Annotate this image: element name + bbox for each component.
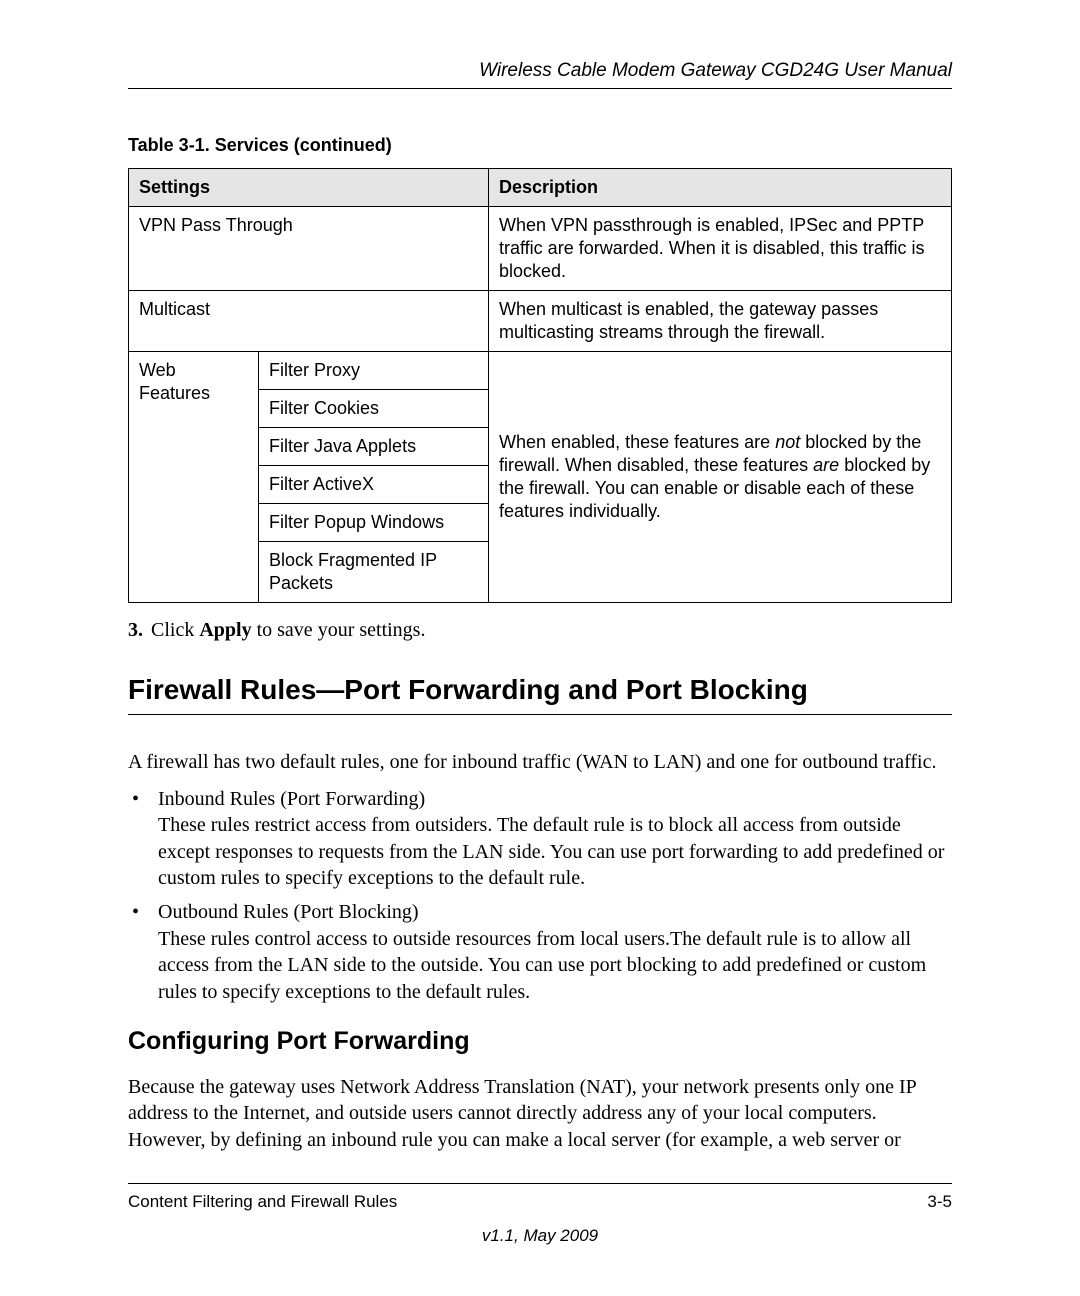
- table-row: Web Features Filter Proxy When enabled, …: [129, 352, 952, 390]
- cell-setting: Multicast: [129, 291, 489, 352]
- body-paragraph: Because the gateway uses Network Address…: [128, 1074, 952, 1153]
- step-3: 3. Click Apply to save your settings.: [128, 617, 952, 644]
- table-caption: Table 3-1. Services (continued): [128, 135, 952, 156]
- cell-sub-setting: Block Fragmented IP Packets: [259, 542, 489, 603]
- desc-text: When enabled, these features are: [499, 432, 775, 452]
- services-table: Settings Description VPN Pass Through Wh…: [128, 168, 952, 603]
- bullet-body: These rules control access to outside re…: [158, 928, 926, 1003]
- step-bold: Apply: [199, 619, 251, 641]
- header-rule: [128, 88, 952, 89]
- page-footer: Content Filtering and Firewall Rules 3-5…: [128, 1183, 952, 1246]
- footer-rule: [128, 1183, 952, 1184]
- table-row: Multicast When multicast is enabled, the…: [129, 291, 952, 352]
- desc-italic-are: are: [813, 455, 839, 475]
- section-rule: [128, 714, 952, 715]
- th-settings: Settings: [129, 169, 489, 207]
- cell-setting: VPN Pass Through: [129, 207, 489, 291]
- footer-section-title: Content Filtering and Firewall Rules: [128, 1192, 397, 1212]
- list-item: Inbound Rules (Port Forwarding) These ru…: [128, 786, 952, 892]
- section-heading: Firewall Rules—Port Forwarding and Port …: [128, 674, 952, 706]
- table-row: VPN Pass Through When VPN passthrough is…: [129, 207, 952, 291]
- footer-row: Content Filtering and Firewall Rules 3-5: [128, 1192, 952, 1212]
- th-description: Description: [489, 169, 952, 207]
- desc-italic-not: not: [775, 432, 800, 452]
- list-item: Outbound Rules (Port Blocking) These rul…: [128, 899, 952, 1005]
- content-area: Table 3-1. Services (continued) Settings…: [98, 135, 982, 1153]
- bullet-title: Outbound Rules (Port Blocking): [158, 901, 419, 923]
- step-number: 3.: [128, 619, 143, 641]
- bullet-body: These rules restrict access from outside…: [158, 814, 944, 889]
- cell-description: When VPN passthrough is enabled, IPSec a…: [489, 207, 952, 291]
- running-header: Wireless Cable Modem Gateway CGD24G User…: [98, 60, 982, 82]
- footer-version: v1.1, May 2009: [128, 1226, 952, 1246]
- step-text-post: to save your settings.: [252, 619, 426, 641]
- page: Wireless Cable Modem Gateway CGD24G User…: [0, 0, 1080, 1296]
- cell-sub-setting: Filter Cookies: [259, 390, 489, 428]
- intro-paragraph: A firewall has two default rules, one fo…: [128, 749, 952, 775]
- cell-description: When multicast is enabled, the gateway p…: [489, 291, 952, 352]
- bullet-list: Inbound Rules (Port Forwarding) These ru…: [128, 786, 952, 1005]
- cell-sub-setting: Filter Java Applets: [259, 428, 489, 466]
- subsection-heading: Configuring Port Forwarding: [128, 1027, 952, 1056]
- step-text-pre: Click: [151, 619, 199, 641]
- cell-sub-setting: Filter Proxy: [259, 352, 489, 390]
- footer-page-number: 3-5: [927, 1192, 952, 1212]
- table-header-row: Settings Description: [129, 169, 952, 207]
- cell-description: When enabled, these features are not blo…: [489, 352, 952, 603]
- bullet-title: Inbound Rules (Port Forwarding): [158, 788, 425, 810]
- cell-sub-setting: Filter ActiveX: [259, 466, 489, 504]
- cell-setting-group: Web Features: [129, 352, 259, 603]
- cell-sub-setting: Filter Popup Windows: [259, 504, 489, 542]
